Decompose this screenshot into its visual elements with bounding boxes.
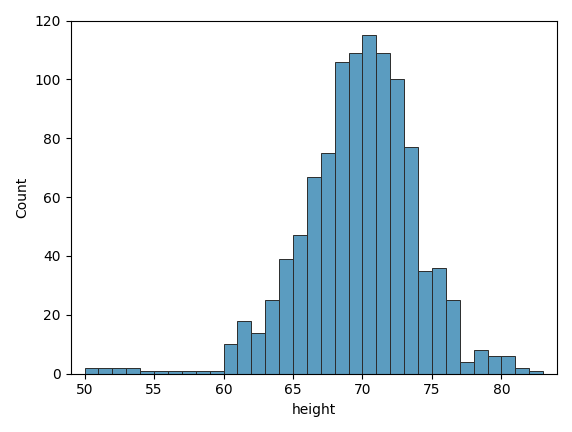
Bar: [474, 350, 487, 374]
Bar: [307, 177, 321, 374]
X-axis label: height: height: [292, 403, 336, 417]
Bar: [237, 321, 251, 374]
Bar: [432, 268, 446, 374]
Bar: [168, 371, 182, 374]
Bar: [126, 368, 140, 374]
Bar: [85, 368, 98, 374]
Bar: [376, 53, 390, 374]
Bar: [251, 333, 265, 374]
Bar: [112, 368, 126, 374]
Y-axis label: Count: Count: [15, 177, 29, 218]
Bar: [279, 259, 293, 374]
Bar: [154, 371, 168, 374]
Bar: [209, 371, 224, 374]
Bar: [182, 371, 196, 374]
Bar: [404, 147, 418, 374]
Bar: [460, 362, 474, 374]
Bar: [529, 371, 543, 374]
Bar: [418, 271, 432, 374]
Bar: [196, 371, 209, 374]
Bar: [502, 356, 515, 374]
Bar: [98, 368, 112, 374]
Bar: [487, 356, 502, 374]
Bar: [446, 300, 460, 374]
Bar: [363, 35, 376, 374]
Bar: [390, 79, 404, 374]
Bar: [224, 344, 237, 374]
Bar: [265, 300, 279, 374]
Bar: [335, 62, 348, 374]
Bar: [321, 153, 335, 374]
Bar: [140, 371, 154, 374]
Bar: [293, 235, 307, 374]
Bar: [515, 368, 529, 374]
Bar: [348, 53, 363, 374]
